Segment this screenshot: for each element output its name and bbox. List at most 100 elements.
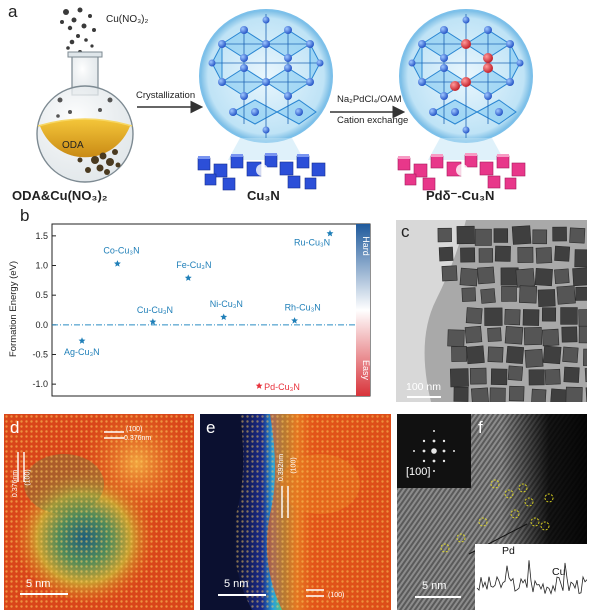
nanocube: [507, 365, 524, 381]
nanocube: [501, 286, 517, 302]
pd-cu3n-nanocubes: [397, 153, 526, 191]
nanocube: [523, 327, 543, 346]
nanocube: [493, 228, 509, 243]
panel-a-letter: a: [8, 2, 18, 21]
y-tick-label: 0.5: [35, 290, 48, 300]
nanocube: [474, 228, 492, 246]
nanocube: [460, 247, 476, 263]
nanocube: [554, 245, 571, 262]
plot-frame: [51, 223, 371, 397]
nanocube: [480, 288, 496, 304]
nanocube: [578, 309, 587, 327]
data-point-fecun: [184, 274, 192, 281]
nanocube: [554, 268, 570, 284]
data-label: Ni-Cu₃N: [210, 299, 243, 309]
nanocube: [511, 225, 532, 245]
panel-a-schematic: [36, 7, 533, 191]
data-label: Ru-Cu₃N: [294, 237, 330, 247]
nanocube: [441, 265, 458, 282]
nanocube: [506, 345, 525, 364]
nanocube: [478, 248, 494, 263]
step1-label: Crystallization: [136, 90, 196, 101]
easy-label: Easy: [361, 360, 371, 381]
nanocube: [490, 368, 508, 386]
scale-label-d: 5 nm: [26, 578, 51, 590]
nanocube: [575, 286, 587, 301]
y-tick-label: 1.0: [35, 261, 48, 271]
nanocube: [456, 225, 475, 245]
e-plane-2: (100): [328, 592, 345, 599]
panel-b-letter: b: [20, 206, 30, 225]
nanocube: [562, 346, 579, 363]
nanocube: [584, 367, 587, 383]
d-spacing-1: 0.376nm: [12, 469, 20, 498]
nanocube: [464, 325, 483, 344]
nanocube: [519, 285, 538, 304]
data-point-rhcun: [291, 317, 298, 324]
panel-f-letter: f: [478, 418, 483, 437]
e-spacing-1: 0.392nm: [278, 453, 286, 482]
nanocube: [569, 227, 586, 244]
y-tick-label: -1.0: [32, 379, 48, 389]
nanocube: [585, 386, 587, 402]
data-label: Fe-Cu₃N: [176, 260, 211, 270]
nanocube: [524, 348, 544, 368]
nanocube: [437, 227, 452, 243]
scalebar-c: [407, 396, 441, 398]
nanocube: [552, 226, 567, 242]
nanocube: [466, 345, 485, 365]
data-point-pdcun: [255, 382, 263, 389]
cu3n-crystal-structure: [199, 9, 333, 143]
nanocube: [556, 285, 576, 305]
e-plane-1: (100): [290, 457, 298, 474]
nanocube: [508, 385, 525, 402]
precursor-label: Cu(NO₃)₂: [106, 14, 149, 25]
nanocube: [489, 387, 506, 402]
nanocube: [522, 309, 540, 326]
data-point-agcun: [78, 337, 86, 344]
nanocube: [531, 388, 547, 402]
panel-d-letter: d: [10, 418, 20, 437]
hrtem-map-d: [4, 414, 194, 610]
nanocube: [560, 307, 578, 325]
d-plane-2: (100): [126, 426, 143, 433]
nanocube: [465, 307, 483, 325]
hard-easy-bar: [356, 224, 370, 396]
scale-label-e: 5 nm: [224, 578, 249, 590]
y-tick-label: 1.5: [35, 231, 48, 241]
panel-e-letter: e: [206, 418, 216, 437]
nanocube: [550, 388, 569, 402]
hrtem-map-e: [200, 414, 391, 610]
haadf-image-f: [397, 414, 587, 610]
nanocube: [574, 249, 587, 268]
nanocube: [565, 386, 583, 402]
nanocube: [484, 307, 503, 326]
nanocube: [535, 247, 553, 264]
nanocube: [504, 308, 521, 326]
nanocube: [438, 246, 454, 262]
hard-label: Hard: [361, 236, 371, 256]
nanocube: [542, 345, 562, 365]
nanocube: [487, 346, 504, 363]
nanocube: [447, 329, 465, 347]
cu3n-nanocubes: [197, 153, 326, 191]
d-plane-1: (100): [24, 469, 32, 486]
scale-label-f: 5 nm: [422, 580, 447, 592]
solvent-label: ODA: [62, 140, 84, 151]
data-label: Ag-Cu₃N: [64, 347, 100, 357]
tem-image-c: [396, 220, 587, 402]
pd-cu3n-crystal-structure: [399, 9, 533, 143]
nanocube: [469, 367, 487, 385]
step2-label: Cation exchange: [337, 115, 409, 126]
nanocube: [544, 368, 561, 385]
data-label: Rh-Cu₃N: [285, 303, 321, 313]
nanocube: [534, 267, 553, 287]
data-label: Pd-Cu₃N: [264, 382, 300, 392]
nanocube: [451, 345, 468, 362]
nanocube: [561, 326, 578, 343]
nanocube: [504, 326, 524, 345]
nanocube: [578, 325, 587, 344]
data-label: Co-Cu₃N: [103, 246, 139, 256]
precursor-particles: [60, 7, 96, 54]
y-tick-label: -0.5: [32, 349, 48, 359]
